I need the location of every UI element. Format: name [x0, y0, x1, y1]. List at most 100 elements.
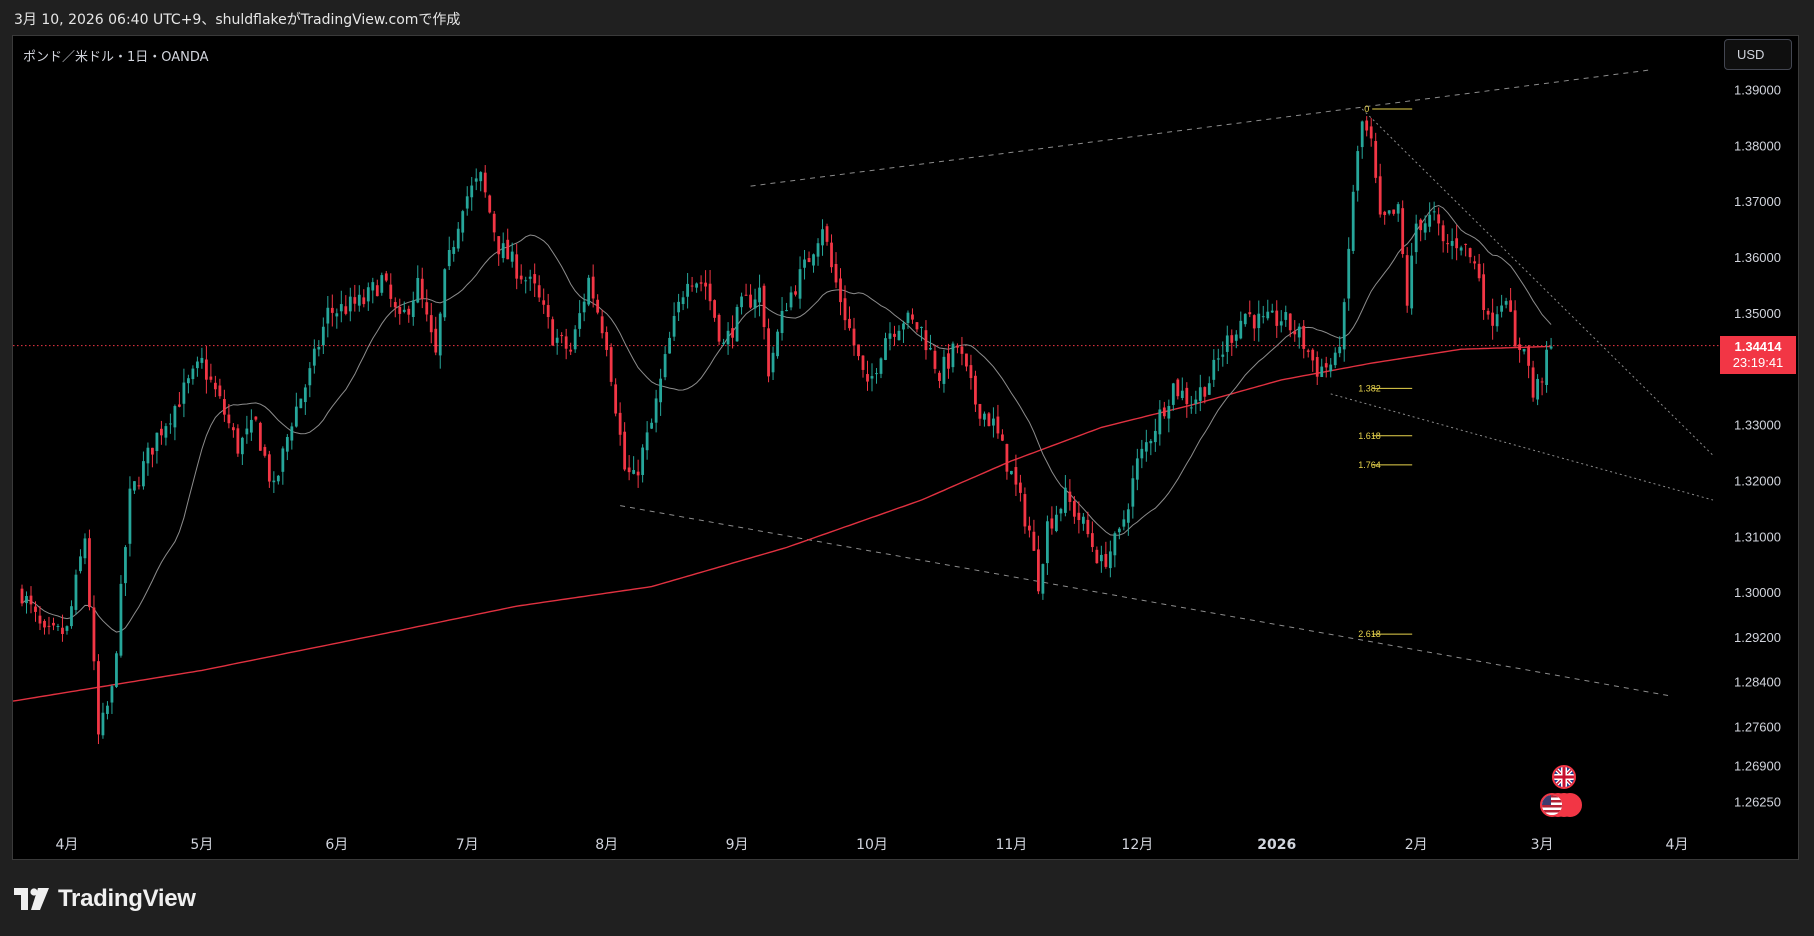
candle-body [965, 353, 968, 367]
candle-body [344, 306, 348, 314]
chart-area[interactable]: 0 1.382 1.618 1.764 2.618 1.39000 1.38000 1.370… [12, 35, 1799, 860]
candle-body [151, 447, 154, 455]
candle-body [1459, 247, 1463, 251]
candle-body [1486, 310, 1490, 315]
candle-body [1135, 458, 1139, 480]
candle-body [240, 437, 244, 455]
candle-body [875, 373, 878, 375]
candle-body [1185, 387, 1189, 405]
candle-body [848, 318, 851, 329]
candle-body [1189, 407, 1193, 409]
candle-body [34, 606, 37, 612]
candle-body [1527, 346, 1531, 366]
candle-body [816, 243, 820, 257]
candle-body [722, 342, 725, 344]
candle-body [389, 284, 393, 299]
candle-body [1500, 305, 1504, 312]
currency-button[interactable]: USD [1724, 39, 1792, 70]
candle-body [362, 297, 366, 305]
candle-body [938, 372, 941, 382]
candle-body [380, 275, 384, 293]
candle-body [272, 480, 276, 483]
candle-body [605, 332, 609, 350]
us-flag-icon[interactable] [1540, 793, 1564, 817]
candle-body [1243, 313, 1247, 325]
candle-body [276, 475, 280, 482]
candle-body [1351, 191, 1355, 251]
candle-body [713, 300, 716, 318]
candle-body [366, 287, 370, 302]
candle-body [61, 627, 64, 635]
chart-caption: 3月 10, 2026 06:40 UTC+9、shuldflakeがTradi… [14, 12, 461, 28]
candle-body [704, 282, 707, 287]
candle-body [434, 328, 438, 353]
candle-body [142, 461, 145, 487]
candle-body [231, 427, 235, 431]
candle-body [632, 470, 636, 474]
candle-body [1072, 500, 1076, 517]
candle-body [1275, 310, 1279, 326]
candle-body [299, 398, 303, 409]
candle-body [1001, 434, 1004, 441]
candle-body [1234, 334, 1238, 341]
candle-body [1419, 219, 1423, 231]
candle-body [1491, 312, 1495, 326]
candle-body [1081, 516, 1085, 524]
candle-body [560, 335, 564, 337]
candle-body [861, 355, 865, 370]
candle-body [357, 294, 361, 306]
candle-body [569, 349, 573, 352]
candle-body [1180, 390, 1184, 398]
candle-body [1410, 255, 1414, 309]
candle-body [1315, 357, 1319, 377]
candle-body [528, 276, 532, 279]
candle-body [974, 375, 977, 405]
candle-body [1113, 533, 1117, 556]
candle-body [1122, 519, 1126, 527]
candle-body [1171, 383, 1175, 405]
symbol-label[interactable]: ポンド／米ドル・1日・OANDA [23, 50, 209, 65]
candle-body [929, 347, 932, 350]
candle-body [1126, 509, 1130, 523]
candle-body [456, 228, 460, 249]
candle-body [1396, 204, 1400, 214]
candle-body [317, 347, 321, 350]
candle-body [1374, 141, 1378, 178]
candle-body [978, 403, 982, 419]
candle-body [1248, 312, 1252, 315]
candle-body [726, 330, 730, 345]
candle-body [263, 447, 267, 456]
y-axis-tick-label: 1.30000 [1734, 585, 1781, 600]
candle-body [492, 213, 496, 233]
candle-body [249, 419, 253, 433]
candle-body [1450, 240, 1454, 246]
candle-body [1167, 406, 1171, 419]
candle-body [1509, 300, 1513, 312]
candle-body [1536, 378, 1539, 400]
uk-flag-icon[interactable] [1552, 765, 1576, 789]
candle-body [195, 361, 199, 369]
candle-body [1225, 335, 1229, 352]
candle-body [1324, 363, 1328, 368]
candle-body [1023, 494, 1027, 527]
candle-body [393, 302, 397, 308]
candle-body [951, 343, 955, 368]
trend-line [620, 505, 1669, 697]
candle-body [1257, 313, 1261, 329]
candle-body [915, 322, 919, 330]
candle-body [1005, 444, 1009, 472]
candle-body [609, 347, 613, 382]
candle-body [767, 328, 770, 377]
candle-body [843, 298, 847, 321]
candle-body [330, 307, 334, 313]
candle-body [1437, 214, 1441, 224]
tradingview-brand: TradingView [58, 885, 196, 912]
candle-body [1099, 554, 1103, 562]
tradingview-logo[interactable]: TradingView [14, 884, 196, 914]
candlestick-chart[interactable]: 0 1.382 1.618 1.764 2.618 1.39000 1.38000 1.370… [13, 36, 1799, 860]
candle-body [200, 357, 204, 363]
candle-body [542, 300, 546, 305]
fib-level-label: 1.618 [1358, 431, 1381, 441]
fib-level-label: 1.764 [1358, 460, 1381, 470]
x-axis-tick-label: 7月 [456, 837, 479, 853]
